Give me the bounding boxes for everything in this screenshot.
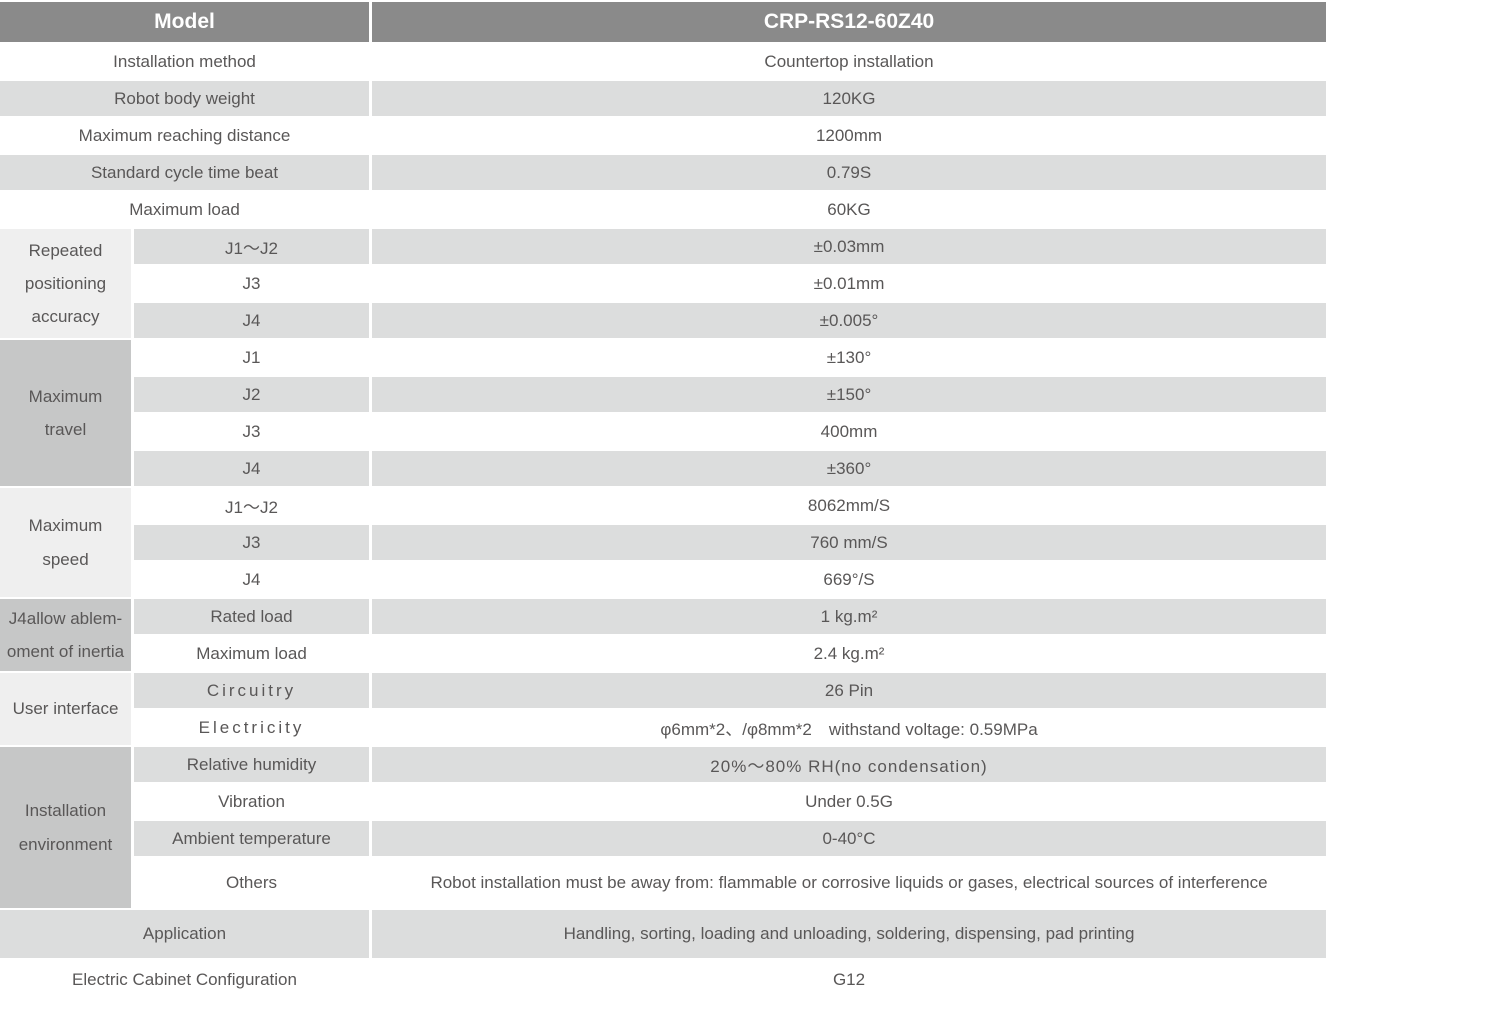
- value-cell: 669°/S: [823, 569, 875, 589]
- table-row: J3 ±0.01mm: [0, 266, 1326, 301]
- table-row: Repeated positioning accuracy J1～J2 ±0.0…: [0, 229, 1327, 338]
- subrow-label-cell: J4: [242, 569, 261, 589]
- table-row: Application Handling, sorting, loading a…: [0, 910, 1327, 958]
- subrow-label-cell: J3: [134, 525, 370, 560]
- value-cell: 400mm: [820, 421, 878, 441]
- label-cell: Robot body weight: [0, 81, 370, 116]
- label-cell: Maximum reaching distance: [78, 125, 291, 145]
- table-row: Maximum load 60KG: [0, 192, 1326, 227]
- value-cell: Robot installation must be away from: fl…: [430, 873, 1268, 892]
- header-model-label-cell: Model: [0, 2, 370, 42]
- subrow-label-cell: J1～J2: [225, 498, 278, 517]
- group-cell-interface: User interface: [0, 673, 131, 745]
- value-cell: 760 mm/S: [372, 525, 1327, 560]
- table-row: J4allow ablem- oment of inertia Rated lo…: [0, 599, 1327, 671]
- table-row: J4 669°/S: [0, 562, 1326, 597]
- label-cell: Installation method: [113, 51, 256, 71]
- value-cell: 8062mm/S: [807, 495, 891, 515]
- value-cell: 0.79S: [372, 155, 1327, 190]
- value-cell: 1 kg.m²: [372, 599, 1327, 634]
- label-cell: Standard cycle time beat: [0, 155, 370, 190]
- value-cell: Countertop installation: [764, 51, 934, 71]
- table-row: Electric Cabinet Configuration G12: [0, 960, 1326, 1000]
- subrow-label-cell: Ambient temperature: [134, 821, 370, 856]
- table-row: Electricity φ6mm*2、/φ8mm*2 withstand vol…: [0, 710, 1326, 745]
- header-model-value-cell: CRP-RS12-60Z40: [372, 2, 1327, 42]
- value-cell: 0-40°C: [372, 821, 1327, 856]
- table-row: Maximum speed J1～J2 8062mm/S: [0, 488, 1326, 597]
- table-row: Standard cycle time beat 0.79S: [0, 155, 1327, 190]
- value-cell: 26 Pin: [372, 673, 1327, 708]
- value-cell: G12: [832, 970, 866, 989]
- label-cell: Application: [0, 910, 370, 958]
- table-row: Maximum travel J1 ±130°: [0, 340, 1326, 486]
- subrow-label-cell: Others: [225, 873, 278, 892]
- subrow-label-cell: Relative humidity: [134, 747, 370, 782]
- subrow-label-cell: J2: [134, 377, 370, 412]
- table-row: J4 ±0.005°: [0, 303, 1327, 338]
- subrow-label-cell: Electricity: [198, 717, 305, 737]
- group-cell-environment: Installation environment: [0, 747, 131, 908]
- group-cell-speed: Maximum speed: [0, 488, 131, 597]
- subrow-label-cell: J1: [242, 347, 261, 367]
- group-cell-inertia: J4allow ablem- oment of inertia: [0, 599, 131, 671]
- label-cell: Maximum load: [129, 199, 240, 219]
- table-row: Installation environment Relative humidi…: [0, 747, 1327, 908]
- value-cell: 2.4 kg.m²: [813, 643, 885, 663]
- value-cell: ±0.01mm: [813, 273, 885, 293]
- table-row: Others Robot installation must be away f…: [0, 858, 1326, 908]
- table-row: User interface Circuitry 26 Pin: [0, 673, 1327, 745]
- value-cell: ±130°: [826, 347, 872, 367]
- value-cell: Handling, sorting, loading and unloading…: [372, 910, 1327, 958]
- table-row: Vibration Under 0.5G: [0, 784, 1326, 819]
- table-row: Ambient temperature 0-40°C: [0, 821, 1327, 856]
- table-row: J3 400mm: [0, 414, 1326, 449]
- table-row: J4 ±360°: [0, 451, 1327, 486]
- value-cell: ±150°: [372, 377, 1327, 412]
- value-cell: 60KG: [827, 199, 871, 219]
- table-row: Maximum load 2.4 kg.m²: [0, 636, 1326, 671]
- value-cell: ±0.005°: [372, 303, 1327, 338]
- subrow-label-cell: J1～J2: [134, 229, 370, 264]
- value-cell: 20%～80% RH(no condensation): [372, 747, 1327, 782]
- value-cell: ±0.03mm: [372, 229, 1327, 264]
- table-row: J3 760 mm/S: [0, 525, 1327, 560]
- group-cell-travel: Maximum travel: [0, 340, 131, 486]
- value-cell: ±360°: [372, 451, 1327, 486]
- subrow-label-cell: J4: [134, 451, 370, 486]
- label-cell: Electric Cabinet Configuration: [72, 970, 297, 989]
- table-row: J2 ±150°: [0, 377, 1327, 412]
- spec-table: Model CRP-RS12-60Z40 Installation method…: [0, 2, 1327, 1000]
- value-cell: 120KG: [372, 81, 1327, 116]
- table-row: Maximum reaching distance 1200mm: [0, 118, 1326, 153]
- subrow-label-cell: Maximum load: [196, 643, 307, 663]
- subrow-label-cell: Rated load: [134, 599, 370, 634]
- table-row: Robot body weight 120KG: [0, 81, 1327, 116]
- subrow-label-cell: J3: [242, 421, 261, 441]
- value-cell: Under 0.5G: [805, 791, 893, 811]
- subrow-label-cell: J3: [242, 273, 261, 293]
- subrow-label-cell: Circuitry: [134, 673, 370, 708]
- subrow-label-cell: J4: [134, 303, 370, 338]
- subrow-label-cell: Vibration: [218, 791, 285, 811]
- value-cell: 1200mm: [815, 125, 883, 145]
- table-header-row: Model CRP-RS12-60Z40: [0, 2, 1327, 42]
- value-cell: φ6mm*2、/φ8mm*2 withstand voltage: 0.59MP…: [660, 720, 1038, 739]
- table-row: Installation method Countertop installat…: [0, 44, 1326, 79]
- group-cell-accuracy: Repeated positioning accuracy: [0, 229, 131, 338]
